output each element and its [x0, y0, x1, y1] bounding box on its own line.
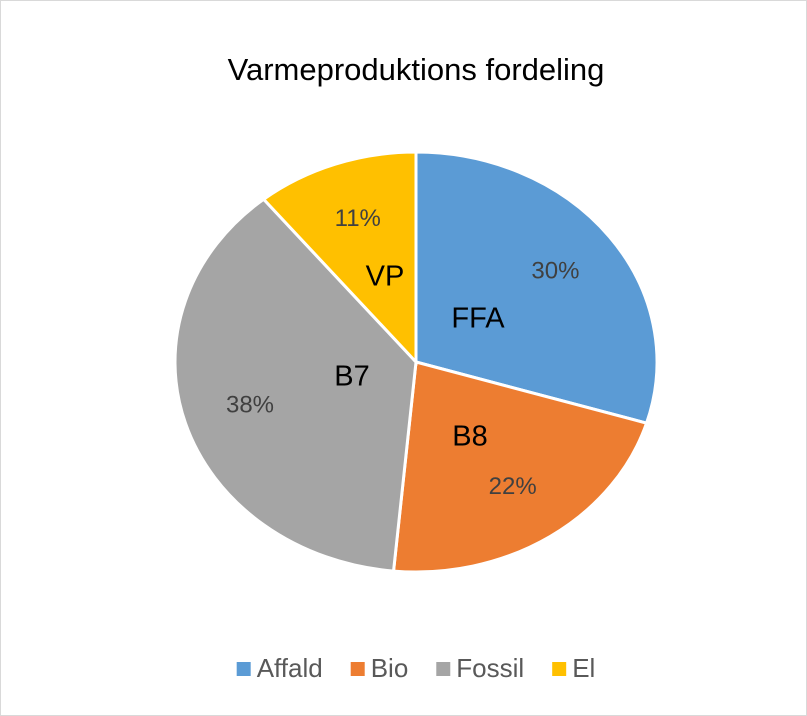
legend-label: Affald — [257, 653, 323, 683]
legend-swatch — [350, 662, 365, 676]
pie-slice — [391, 360, 649, 574]
pie-slice — [261, 150, 418, 366]
annotation: FFA — [451, 303, 505, 335]
data-label: 11% — [335, 205, 381, 232]
legend-swatch — [436, 662, 451, 676]
legend-swatch — [236, 662, 251, 676]
data-label: 38% — [226, 391, 274, 418]
legend-swatch — [552, 662, 567, 676]
pie-slice — [414, 150, 659, 425]
legend-label: Bio — [371, 653, 409, 683]
annotation: B7 — [334, 361, 369, 393]
annotation: B8 — [452, 421, 487, 453]
annotation: VP — [366, 261, 405, 293]
legend-label: El — [572, 653, 595, 683]
legend-label: Fossil — [456, 653, 524, 683]
data-label: 30% — [531, 257, 579, 284]
pie-slice — [173, 197, 418, 573]
data-label: 22% — [489, 473, 537, 500]
chart-title: Varmeproduktions fordeling — [228, 52, 605, 87]
